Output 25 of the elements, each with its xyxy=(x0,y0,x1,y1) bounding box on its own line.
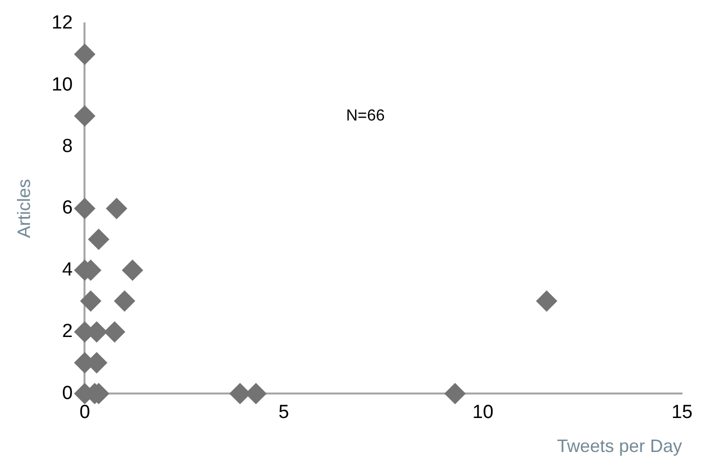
y-tick-label: 2 xyxy=(62,321,73,342)
point xyxy=(122,260,144,281)
x-tick-label: 15 xyxy=(671,402,693,424)
y-tick-label: 0 xyxy=(62,382,73,404)
point xyxy=(74,198,96,219)
point xyxy=(536,290,558,312)
x-tick-label: 5 xyxy=(278,402,290,424)
annotation: N=66 xyxy=(346,107,385,124)
point xyxy=(444,383,466,404)
y-tick-label: 8 xyxy=(62,136,73,158)
point xyxy=(74,105,96,126)
point xyxy=(114,290,136,312)
x-tick-label: 10 xyxy=(472,402,494,424)
y-tick-label: 6 xyxy=(62,198,73,219)
y-tick-label: 10 xyxy=(52,74,73,96)
point xyxy=(106,198,128,219)
y-tick-label: 4 xyxy=(62,259,74,280)
point xyxy=(88,228,110,250)
y-axis-title: Articles xyxy=(14,178,34,238)
point xyxy=(74,44,96,65)
point xyxy=(80,290,102,312)
y-tick-label: 12 xyxy=(52,12,73,34)
x-tick-label: 0 xyxy=(79,402,90,424)
point xyxy=(104,321,126,342)
x-axis-title: Tweets per Day xyxy=(556,436,682,456)
